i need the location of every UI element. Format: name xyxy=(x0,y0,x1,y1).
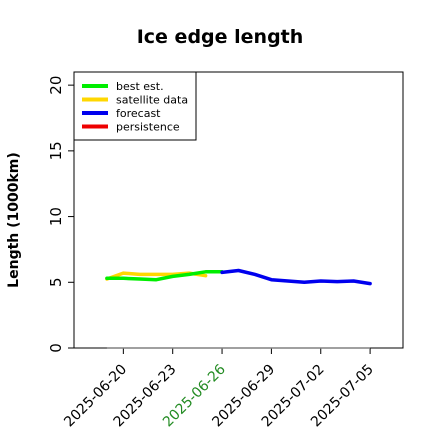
series-line-forecast xyxy=(220,268,372,286)
chart-title: Ice edge length xyxy=(136,26,304,48)
series-line-best-est- xyxy=(105,270,224,282)
y-tick-label: 10 xyxy=(47,207,65,226)
y-tick-label: 15 xyxy=(47,141,65,160)
y-tick-label: 0 xyxy=(47,343,65,353)
legend-label: forecast xyxy=(116,107,161,120)
legend-label: satellite data xyxy=(116,94,188,107)
legend-label: persistence xyxy=(116,121,180,134)
legend-label: best est. xyxy=(116,80,164,93)
legend-box xyxy=(73,71,197,141)
y-tick-label: 20 xyxy=(47,76,65,95)
y-tick-label: 5 xyxy=(47,278,65,288)
y-axis-label: Length (1000km) xyxy=(6,152,22,288)
